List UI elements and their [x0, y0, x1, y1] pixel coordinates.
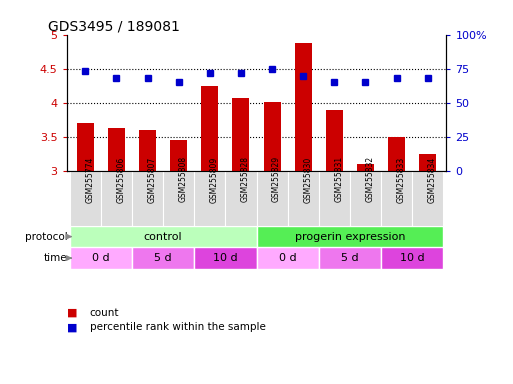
- Text: 10 d: 10 d: [400, 253, 424, 263]
- Text: GSM255808: GSM255808: [179, 156, 188, 202]
- Text: GSM255807: GSM255807: [148, 156, 156, 202]
- Text: GSM255833: GSM255833: [397, 156, 405, 202]
- Text: count: count: [90, 308, 120, 318]
- Text: GDS3495 / 189081: GDS3495 / 189081: [48, 20, 180, 33]
- Bar: [350, 171, 381, 226]
- Bar: [319, 247, 381, 269]
- Bar: [194, 247, 256, 269]
- Bar: [294, 43, 312, 171]
- Text: progerin expression: progerin expression: [294, 232, 405, 242]
- Bar: [381, 171, 412, 226]
- Bar: [412, 171, 443, 226]
- Bar: [256, 171, 288, 226]
- Text: GSM255830: GSM255830: [303, 156, 312, 202]
- Text: 5 d: 5 d: [341, 253, 359, 263]
- Text: 5 d: 5 d: [154, 253, 172, 263]
- Text: 0 d: 0 d: [92, 253, 110, 263]
- Bar: [101, 171, 132, 226]
- Bar: [256, 247, 319, 269]
- Bar: [139, 130, 156, 171]
- Bar: [388, 137, 405, 171]
- Text: GSM255829: GSM255829: [272, 156, 281, 202]
- Bar: [225, 171, 256, 226]
- Text: 10 d: 10 d: [213, 253, 238, 263]
- Text: time: time: [44, 253, 67, 263]
- Bar: [326, 110, 343, 171]
- Bar: [232, 98, 249, 171]
- Bar: [70, 247, 132, 269]
- Bar: [163, 171, 194, 226]
- Bar: [419, 154, 436, 171]
- Bar: [319, 171, 350, 226]
- Bar: [70, 171, 101, 226]
- Text: GSM255832: GSM255832: [365, 156, 374, 202]
- Bar: [108, 128, 125, 171]
- Bar: [381, 247, 443, 269]
- Bar: [288, 171, 319, 226]
- Bar: [132, 247, 194, 269]
- Bar: [132, 171, 163, 226]
- Bar: [77, 123, 94, 171]
- Text: percentile rank within the sample: percentile rank within the sample: [90, 322, 266, 332]
- Text: protocol: protocol: [25, 232, 67, 242]
- Bar: [357, 164, 374, 171]
- Text: GSM255834: GSM255834: [428, 156, 437, 202]
- Bar: [70, 226, 256, 247]
- Text: GSM255828: GSM255828: [241, 156, 250, 202]
- Text: GSM255806: GSM255806: [116, 156, 126, 202]
- Text: 0 d: 0 d: [279, 253, 297, 263]
- Text: control: control: [144, 232, 183, 242]
- Bar: [194, 171, 225, 226]
- Text: GSM255831: GSM255831: [334, 156, 343, 202]
- Bar: [256, 226, 443, 247]
- Bar: [170, 141, 187, 171]
- Bar: [264, 101, 281, 171]
- Text: GSM255809: GSM255809: [210, 156, 219, 202]
- Text: GSM255774: GSM255774: [85, 156, 94, 203]
- Text: ■: ■: [67, 308, 77, 318]
- Text: ■: ■: [67, 322, 77, 332]
- Bar: [201, 86, 219, 171]
